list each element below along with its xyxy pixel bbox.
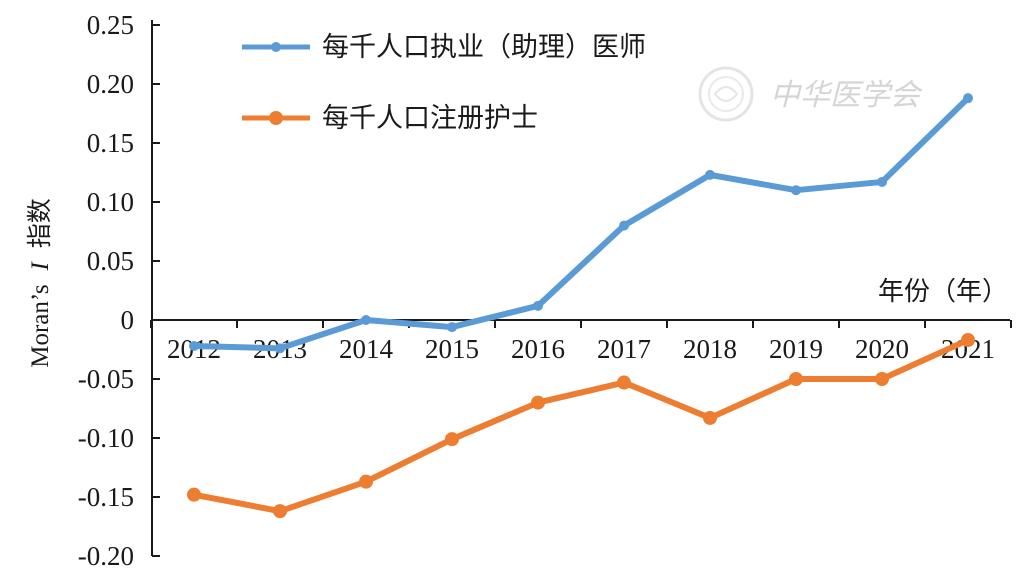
data-point-1 [531,395,545,410]
y-ticks: 0.25 0.20 0.15 0.10 0.05 0 -0.05 -0.10 -0.15 -0.2… [78,10,160,571]
y-tick-label: -0.05 [78,364,134,394]
y-tick-label: 0.05 [87,246,134,276]
watermark-text: 中华医学会 [770,78,923,113]
series-line-1 [191,337,971,515]
y-tick-label: -0.20 [78,541,134,571]
x-tick-label: 2014 [339,334,394,364]
legend-item-nurses: 每千人口注册护士 [242,103,538,134]
x-tick-label: 2016 [511,334,565,364]
data-point-0 [619,220,629,231]
legend-label-physicians: 每千人口执业（助理）医师 [322,32,646,63]
y-tick-label: 0 [121,305,135,335]
data-point-0 [189,340,199,351]
y-tick-label: 0.25 [87,10,134,40]
watermark: 中华医学会 [698,66,923,122]
x-ticks: 2012201320142015201620172018201920202021 [150,320,1012,364]
x-tick-label: 2019 [769,334,823,364]
data-point-1 [445,432,459,447]
series-layer [187,93,975,519]
data-point-0 [791,185,801,196]
seal-icon [698,66,754,122]
data-point-1 [875,372,889,386]
x-tick-label: 2017 [597,334,651,364]
y-axis-title: Moran’s I 指数 [25,198,54,368]
data-point-1 [617,375,631,390]
y-tick-label: 0.15 [87,128,134,158]
x-tick-label: 2018 [683,334,737,364]
data-point-1 [789,372,803,386]
x-axis-title: 年份（年） [878,277,1008,307]
x-tick-label: 2020 [855,334,909,364]
data-point-1 [359,474,373,489]
y-tick-label: 0.20 [87,69,134,99]
data-point-0 [705,169,715,180]
data-point-0 [275,343,285,354]
y-tick-label: -0.15 [78,482,134,512]
legend: 每千人口执业（助理）医师 每千人口注册护士 [242,32,646,134]
legend-label-nurses: 每千人口注册护士 [322,103,538,134]
data-point-0 [533,300,543,311]
data-point-1 [273,504,287,519]
data-point-0 [963,93,973,104]
data-point-0 [447,322,457,333]
data-point-0 [361,315,371,325]
x-tick-label: 2015 [425,334,479,364]
series-line-0 [191,95,971,352]
data-point-0 [877,176,887,187]
data-point-1 [187,487,201,502]
legend-item-physicians: 每千人口执业（助理）医师 [242,32,646,63]
data-point-1 [703,410,717,425]
y-tick-label: 0.10 [87,187,134,217]
y-tick-label: -0.10 [78,423,134,453]
data-point-1 [961,333,975,348]
